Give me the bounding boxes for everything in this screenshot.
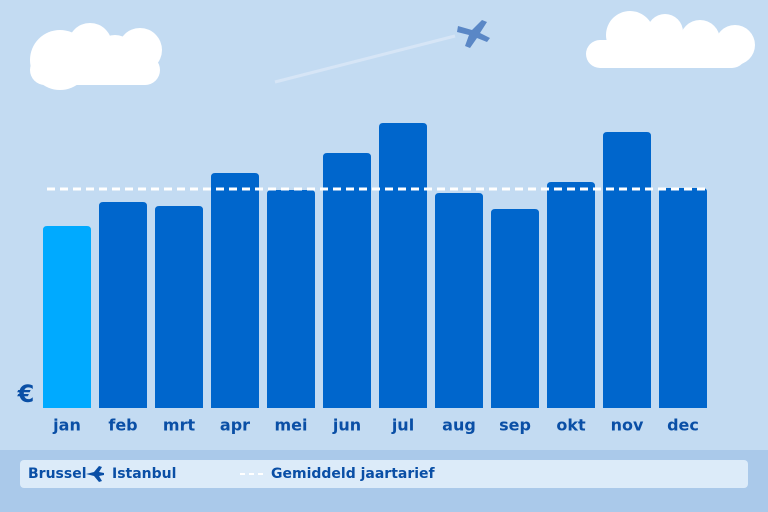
bar (43, 226, 91, 408)
plane-icon (457, 20, 490, 48)
x-tick-label: dec (667, 416, 699, 435)
x-tick-label: sep (499, 416, 531, 435)
x-tick-label: okt (556, 416, 586, 435)
x-tick-label: apr (220, 416, 250, 435)
bar (211, 173, 259, 408)
bar (99, 202, 147, 408)
legend-average: Gemiddeld jaartarief (271, 466, 436, 482)
legend-box (20, 460, 748, 488)
x-tick-label: aug (442, 416, 476, 435)
x-tick-label: mrt (163, 416, 196, 435)
bar (267, 190, 315, 408)
bar (323, 153, 371, 408)
x-tick-label: nov (611, 416, 644, 435)
contrail (274, 34, 456, 84)
bar (155, 206, 203, 408)
legend-to: Istanbul (112, 466, 176, 482)
bar (491, 209, 539, 408)
bar (603, 132, 651, 408)
x-tick-label: mei (274, 416, 307, 435)
x-tick-label: feb (108, 416, 137, 435)
bar (435, 193, 483, 408)
legend-plane (86, 466, 104, 482)
clouds (30, 11, 755, 90)
bar (547, 182, 595, 408)
bar (379, 123, 427, 408)
x-tick-label: jan (52, 416, 81, 435)
currency-symbol: € (17, 380, 35, 408)
legend-from: Brussel (28, 466, 87, 482)
bar (659, 188, 707, 408)
x-tick-label: jul (391, 416, 414, 435)
x-tick-label: jun (332, 416, 361, 435)
